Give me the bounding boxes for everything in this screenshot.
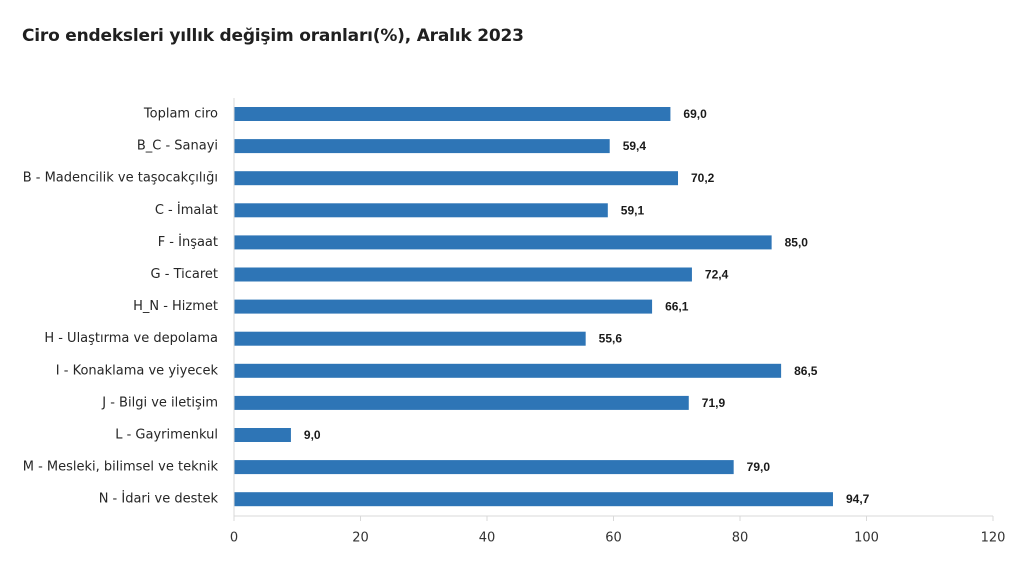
x-tick-label: 80: [732, 531, 749, 546]
chart-title: Ciro endeksleri yıllık değişim oranları(…: [22, 26, 524, 46]
bar: [234, 428, 291, 442]
data-label: 66,1: [665, 300, 689, 314]
data-label: 79,0: [747, 460, 771, 474]
category-label: B_C - Sanayi: [137, 139, 218, 154]
bar: [234, 492, 833, 507]
category-label: Toplam ciro: [143, 107, 218, 122]
bar: [234, 299, 653, 314]
bar: [234, 139, 610, 154]
bar: [234, 235, 772, 250]
data-label: 69,0: [683, 107, 707, 121]
category-label: B - Madencilik ve taşocakçılığı: [23, 171, 218, 186]
data-label: 55,6: [599, 332, 623, 346]
x-tick-label: 100: [854, 531, 879, 546]
category-label: G - Ticaret: [151, 267, 218, 282]
data-label: 72,4: [705, 268, 729, 282]
bar: [234, 331, 586, 346]
bar: [234, 395, 689, 410]
bar: [234, 267, 692, 282]
bar: [234, 203, 608, 218]
x-tick-label: 40: [479, 531, 496, 546]
bars-group: [234, 107, 833, 507]
data-label: 94,7: [846, 492, 870, 506]
data-label: 59,4: [623, 139, 647, 153]
category-label: F - İnşaat: [158, 234, 218, 250]
x-tick-label: 20: [352, 531, 369, 546]
bar: [234, 460, 734, 475]
category-label: H - Ulaştırma ve depolama: [44, 331, 218, 346]
data-label: 9,0: [304, 428, 321, 442]
category-label: H_N - Hizmet: [133, 299, 218, 314]
data-label: 59,1: [621, 203, 645, 217]
bar: [234, 171, 679, 186]
category-label: M - Mesleki, bilimsel ve teknik: [23, 460, 219, 475]
category-label: C - İmalat: [155, 202, 218, 218]
x-tick-label: 60: [605, 531, 622, 546]
category-labels: Toplam ciro B_C - Sanayi B - Madencilik ve…: [23, 107, 219, 507]
category-label: L - Gayrimenkul: [115, 428, 218, 443]
bar: [234, 363, 782, 378]
data-label: 70,2: [691, 171, 715, 185]
category-label: I - Konaklama ve yiyecek: [56, 363, 219, 378]
bar: [234, 107, 671, 121]
x-axis-ticks: 0 20 40 60 80 100 120: [230, 516, 1006, 546]
x-tick-label: 120: [981, 531, 1006, 546]
data-label: 86,5: [794, 364, 818, 378]
x-tick-label: 0: [230, 531, 238, 546]
category-label: J - Bilgi ve iletişim: [101, 395, 218, 410]
data-label: 85,0: [785, 235, 809, 249]
value-labels: 69,0 59,4 70,2 59,1 85,0 72,4 66,1 55,6 86,5 71,9…: [304, 107, 870, 506]
category-label: N - İdari ve destek: [99, 491, 219, 507]
data-label: 71,9: [702, 396, 726, 410]
